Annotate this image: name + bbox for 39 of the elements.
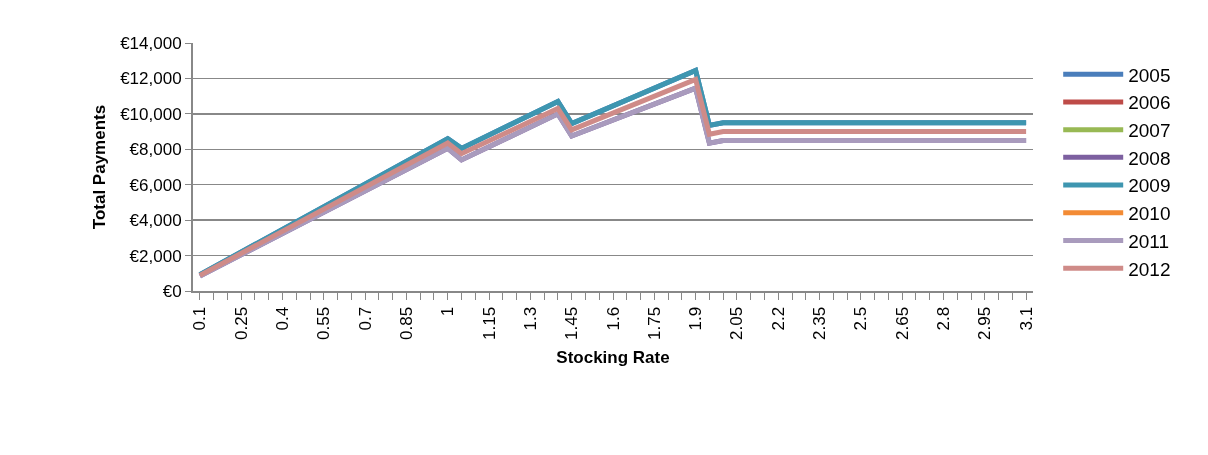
y-tick-label: €12,000 <box>120 69 182 89</box>
x-tick-label: 2.8 <box>934 306 954 331</box>
x-tick-label: 2.5 <box>851 306 871 331</box>
x-tick-label: 0.85 <box>396 306 416 340</box>
x-tick-label: 1.9 <box>686 306 706 331</box>
x-tick-label: 1 <box>438 306 458 317</box>
legend-label: 2007 <box>1128 120 1171 142</box>
x-tick-label: 0.25 <box>231 306 251 340</box>
legend-label: 2006 <box>1128 92 1171 114</box>
y-tick-label: €2,000 <box>129 246 182 266</box>
x-tick-label: 3.1 <box>1016 306 1036 331</box>
x-tick-label: 0.7 <box>355 306 375 331</box>
x-axis-title: Stocking Rate <box>556 347 670 367</box>
x-tick-label: 1.15 <box>479 306 499 340</box>
y-tick-label: €14,000 <box>120 33 182 53</box>
x-tick-label: 0.4 <box>273 306 293 331</box>
x-tick-label: 2.05 <box>727 306 747 340</box>
y-tick-label: €10,000 <box>120 104 182 124</box>
legend-label: 2009 <box>1128 175 1171 197</box>
x-tick-label: 1.75 <box>644 306 664 340</box>
legend-label: 2010 <box>1128 203 1171 225</box>
x-tick-label: 1.6 <box>603 306 623 331</box>
y-tick-label: €4,000 <box>129 211 182 231</box>
x-tick-label: 2.95 <box>975 306 995 340</box>
legend-label: 2005 <box>1128 64 1171 86</box>
legend-label: 2008 <box>1128 147 1171 169</box>
y-tick-label: €0 <box>162 281 182 301</box>
x-tick-label: 2.35 <box>810 306 830 340</box>
x-tick-label: 0.1 <box>190 306 210 331</box>
y-tick-label: €8,000 <box>129 140 182 160</box>
x-tick-label: 2.65 <box>892 306 912 340</box>
y-tick-label: €6,000 <box>129 175 182 195</box>
x-tick-label: 1.3 <box>520 306 540 331</box>
x-tick-label: 0.55 <box>314 306 334 340</box>
legend-label: 2012 <box>1128 258 1171 280</box>
x-tick-label: 2.2 <box>768 306 788 331</box>
x-tick-label: 1.45 <box>562 306 582 340</box>
legend-label: 2011 <box>1128 230 1170 252</box>
y-axis-title: Total Payments <box>90 104 110 230</box>
